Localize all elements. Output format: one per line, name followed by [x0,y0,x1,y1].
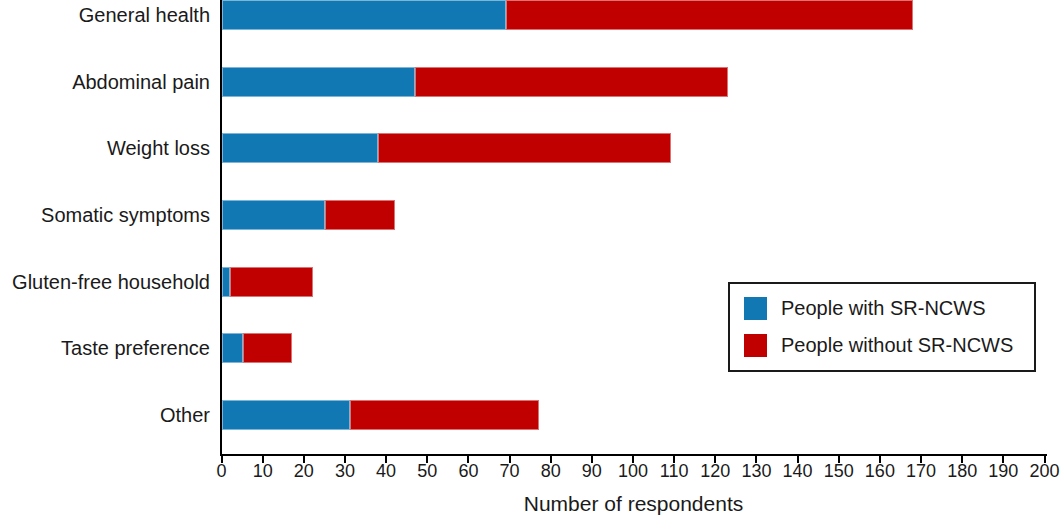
bar-segment-with-sr-ncws [222,267,230,297]
category-label: Abdominal pain [0,67,210,97]
bar-segment-with-sr-ncws [222,0,506,30]
category-label: Gluten-free household [0,267,210,297]
bar-segment-without-sr-ncws [350,400,539,430]
bar-row [222,67,728,97]
bar-segment-with-sr-ncws [222,133,378,163]
y-axis-line [220,0,222,456]
bar-segment-with-sr-ncws [222,200,325,230]
bar-segment-without-sr-ncws [506,0,913,30]
legend-swatch-blue-icon [744,297,767,320]
bar-segment-without-sr-ncws [378,133,670,163]
legend-label-with-sr-ncws: People with SR-NCWS [781,297,986,320]
bar-row [222,267,313,297]
x-axis-title: Number of respondents [222,492,1045,516]
stacked-bar-chart: General health Abdominal pain Weight loss S… [0,0,1064,532]
category-label: Somatic symptoms [0,200,210,230]
legend: People with SR-NCWS People without SR-NC… [728,282,1036,372]
category-label: Taste preference [0,333,210,363]
bar-segment-with-sr-ncws [222,400,350,430]
bar-row [222,400,539,430]
bar-segment-with-sr-ncws [222,333,243,363]
bar-segment-without-sr-ncws [325,200,395,230]
legend-item-with-sr-ncws: People with SR-NCWS [744,297,1034,320]
x-tick-label: 200 [1015,461,1064,482]
legend-swatch-red-icon [744,334,767,357]
bar-segment-without-sr-ncws [415,67,728,97]
bar-row [222,133,671,163]
bar-segment-with-sr-ncws [222,67,415,97]
bar-row [222,200,395,230]
category-label: Weight loss [0,133,210,163]
bar-segment-without-sr-ncws [230,267,312,297]
legend-item-without-sr-ncws: People without SR-NCWS [744,334,1034,357]
bar-row [222,0,913,30]
category-label: General health [0,0,210,30]
category-label: Other [0,400,210,430]
legend-label-without-sr-ncws: People without SR-NCWS [781,334,1013,357]
bar-segment-without-sr-ncws [243,333,292,363]
bar-row [222,333,292,363]
